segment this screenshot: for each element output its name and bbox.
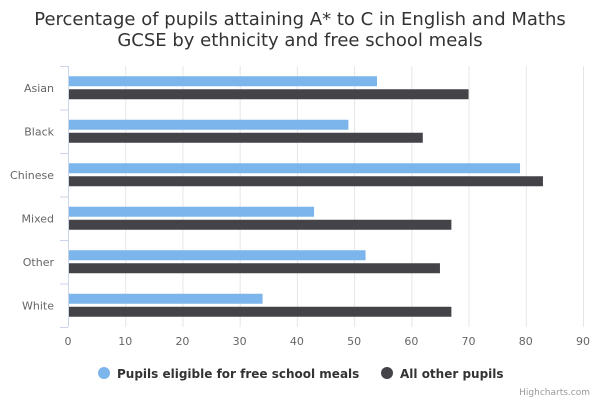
category-label-white: White bbox=[22, 299, 54, 312]
category-label-other: Other bbox=[23, 256, 55, 269]
legend-marker-other bbox=[381, 367, 393, 379]
legend-item-fsm[interactable]: Pupils eligible for free school meals bbox=[98, 367, 359, 381]
x-tick-label-70: 70 bbox=[462, 335, 476, 348]
x-tick-label-50: 50 bbox=[347, 335, 361, 348]
x-tick-label-40: 40 bbox=[290, 335, 304, 348]
bar-chinese-fsm bbox=[69, 163, 521, 174]
x-tick-label-30: 30 bbox=[233, 335, 247, 348]
grid-lines bbox=[125, 66, 584, 327]
x-tick-label-90: 90 bbox=[576, 335, 590, 348]
bar-other-other bbox=[69, 263, 440, 274]
x-tick-label-10: 10 bbox=[118, 335, 132, 348]
x-tick-label-0: 0 bbox=[65, 335, 72, 348]
bar-other-fsm bbox=[69, 250, 366, 261]
category-label-chinese: Chinese bbox=[10, 169, 54, 182]
bar-black-fsm bbox=[69, 119, 349, 130]
legend-item-other[interactable]: All other pupils bbox=[381, 367, 504, 381]
x-tick-labels: 0 10 20 30 40 50 60 70 80 90 bbox=[65, 335, 591, 348]
credits-link[interactable]: Highcharts.com bbox=[519, 388, 590, 398]
legend-label-other: All other pupils bbox=[400, 367, 504, 381]
bar-mixed-fsm bbox=[69, 206, 315, 217]
bar-white-other bbox=[69, 306, 452, 317]
chart-title-line-2: GCSE by ethnicity and free school meals bbox=[117, 30, 482, 51]
x-tick-label-80: 80 bbox=[519, 335, 533, 348]
chart-title-line-1: Percentage of pupils attaining A* to C i… bbox=[34, 9, 566, 30]
bar-mixed-other bbox=[69, 219, 452, 230]
category-label-asian: Asian bbox=[24, 82, 54, 95]
legend: Pupils eligible for free school meals Al… bbox=[98, 367, 504, 381]
category-label-mixed: Mixed bbox=[22, 212, 54, 225]
legend-marker-fsm bbox=[98, 367, 110, 379]
bar-black-other bbox=[69, 132, 423, 143]
x-tick-label-20: 20 bbox=[175, 335, 189, 348]
bar-asian-fsm bbox=[69, 76, 377, 87]
bar-chinese-other bbox=[69, 176, 543, 187]
bar-white-fsm bbox=[69, 293, 263, 304]
bar-asian-other bbox=[69, 89, 469, 100]
x-tick-label-60: 60 bbox=[404, 335, 418, 348]
bars bbox=[69, 76, 543, 317]
category-label-black: Black bbox=[24, 125, 54, 138]
axes bbox=[60, 66, 69, 328]
legend-label-fsm: Pupils eligible for free school meals bbox=[117, 367, 359, 381]
category-labels: Asian Black Chinese Mixed Other White bbox=[10, 82, 55, 313]
